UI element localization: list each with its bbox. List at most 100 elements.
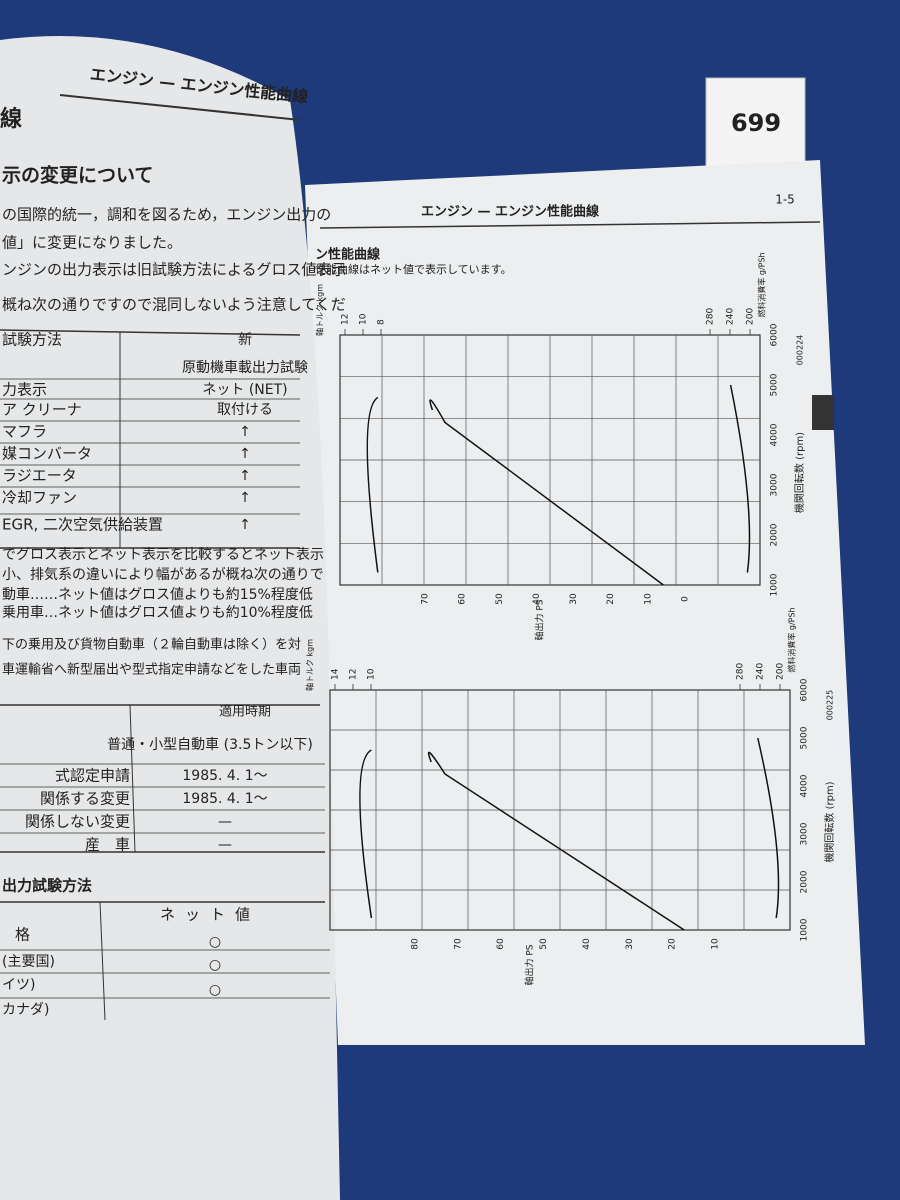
table-cell: 冷却ファン: [2, 489, 77, 507]
table-cell: ↑: [239, 517, 251, 533]
table-cell: マフラ: [2, 423, 47, 441]
rule: [59, 94, 301, 121]
axis-label: 軸トルク kgm: [315, 284, 325, 336]
axis-tick-label: 6000: [770, 323, 780, 346]
axis-label: 軸トルク kgm: [305, 639, 315, 691]
axis-tick-label: 2000: [800, 870, 810, 893]
table-cell: ↑: [239, 424, 251, 440]
note: 動車……ネット値はグロス値よりも約15%程度低: [2, 586, 313, 603]
axis-tick-label: 40: [532, 593, 542, 605]
axis-tick-label: 10: [643, 593, 653, 605]
paragraph: の国際的統一，調和を図るため，エンジン出力の: [2, 206, 331, 224]
table-cell: ○: [209, 957, 221, 973]
note: 小、排気系の違いにより幅があるが概ね次の通りで: [2, 567, 324, 583]
table-cell: 媒コンバータ: [2, 445, 92, 463]
axis-tick-label: 6000: [800, 678, 810, 701]
table-head: 適用時期: [219, 704, 271, 720]
table-cell: ↑: [239, 490, 251, 506]
axis-label: 機関回転数 (rpm): [823, 781, 836, 862]
table-cell: (主要国): [2, 954, 55, 970]
torque-curve: [359, 749, 373, 919]
section-title: 線: [0, 106, 22, 132]
axis-tick-label: 280: [706, 308, 716, 325]
table-cell: —: [218, 837, 232, 853]
fuel-curve: [757, 737, 780, 919]
table-cell: 1985. 4. 1〜: [182, 791, 267, 807]
axis-tick-label: 60: [458, 593, 468, 605]
axis-label: 燃料消費率 g/PSh: [787, 607, 797, 672]
power-curve: [427, 751, 685, 931]
table-cell: 試験方法: [2, 331, 62, 349]
table-cell: 1985. 4. 1〜: [182, 768, 267, 784]
page-number: 1-5: [775, 193, 795, 207]
chart-code: 000225: [826, 690, 835, 721]
table-cell: ↑: [239, 446, 251, 462]
axis-tick-label: 80: [411, 938, 421, 950]
rule: [99, 901, 106, 1021]
paragraph: 下の乗用及び貨物自動車（２輪自動車は除く）を対: [2, 637, 301, 653]
table-cell: EGR, 二次空気供給装置: [2, 516, 163, 534]
table-cell: 取付ける: [217, 402, 273, 418]
axis-tick-label: 10: [367, 668, 377, 680]
note: 乗用車…ネット値はグロス値よりも約10%程度低: [2, 604, 313, 621]
axis-tick-label: 14: [331, 668, 341, 680]
table-cell: ↑: [239, 468, 251, 484]
table-cell: カナダ): [2, 1002, 49, 1018]
axis-label: 軸出力 PS: [534, 599, 546, 640]
paragraph: 概ね次の通りですので混同しないよう注意してくだ: [2, 296, 346, 314]
power-curve: [429, 399, 664, 586]
axis-tick-label: 10: [359, 313, 369, 325]
table-cell: 新: [238, 332, 252, 348]
table-cell: 式認定申請: [55, 767, 130, 785]
axis-tick-label: 3000: [800, 822, 810, 845]
table-cell: ネット (NET): [202, 382, 287, 398]
axis-tick-label: 12: [341, 314, 351, 325]
axis-label: 機関回転数 (rpm): [793, 432, 806, 513]
rule: [0, 329, 301, 336]
axis-tick-label: 4000: [770, 423, 780, 446]
table-cell: ○: [209, 982, 221, 998]
axis-label: 燃料消費率 g/PSh: [757, 252, 767, 317]
table-head: ネット値: [160, 906, 260, 924]
axis-tick-label: 70: [453, 938, 463, 950]
axis-tick-label: 2000: [770, 523, 780, 546]
table-cell: ア クリーナ: [2, 401, 82, 419]
table-cell: 原動機車載出力試験: [182, 359, 308, 376]
table-head: 普通・小型自動車 (3.5トン以下): [107, 736, 313, 753]
rule: [319, 221, 821, 229]
axis-tick-label: 30: [569, 593, 579, 605]
table-cell: ラジエータ: [2, 467, 77, 485]
axis-tick-label: 200: [776, 663, 786, 680]
section-title: 出力試験方法: [2, 877, 92, 895]
table-cell: 関係しない変更: [25, 813, 130, 831]
paragraph: 車運輸省へ新型届出や型式指定申請などをした車両: [2, 662, 301, 678]
axis-tick-label: 10: [711, 938, 721, 950]
subtitle: 示の変更について: [2, 164, 153, 187]
axis-tick-label: 60: [496, 938, 506, 950]
tag-number: 699: [731, 109, 781, 137]
table-cell: 産 車: [85, 836, 130, 854]
table-cell: イツ): [2, 977, 35, 993]
axis-tick-label: 70: [421, 593, 431, 605]
axis-tick-label: 1000: [800, 918, 810, 941]
table-head: 格: [15, 926, 30, 944]
axis-tick-label: 5000: [800, 726, 810, 749]
axis-tick-label: 200: [746, 308, 756, 325]
axis-tick-label: 1000: [770, 573, 780, 596]
axis-tick-label: 50: [495, 593, 505, 605]
table-cell: 力表示: [2, 381, 47, 399]
axis-tick-label: 4000: [800, 774, 810, 797]
axis-tick-label: 3000: [770, 473, 780, 496]
left-page: [0, 36, 340, 1200]
table-cell: ○: [209, 934, 221, 950]
caption: 性能曲線はネット値で表示しています。: [315, 262, 512, 276]
table-cell: 関係する変更: [40, 790, 130, 808]
axis-tick-label: 240: [756, 663, 766, 680]
axis-tick-label: 20: [668, 938, 678, 950]
axis-tick-label: 50: [539, 938, 549, 950]
axis-tick-label: 12: [349, 669, 359, 680]
chart-code: 000224: [796, 335, 805, 366]
torque-curve: [366, 396, 379, 573]
